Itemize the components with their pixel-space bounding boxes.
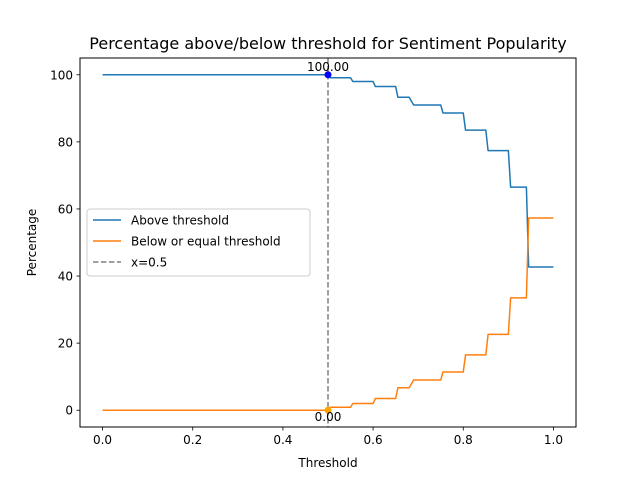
legend-label-below: Below or equal threshold <box>131 235 281 249</box>
chart-title: Percentage above/below threshold for Sen… <box>89 34 566 53</box>
plot-area: 100.00 0.00 <box>102 58 554 427</box>
y-tick-label: 100 <box>50 68 73 82</box>
annotation-label-1: 0.00 <box>315 410 342 424</box>
x-tick-label: 0.0 <box>93 433 112 447</box>
axes: 0.0 0.2 0.4 0.6 0.8 1.0 0 20 40 60 80 100 <box>50 68 563 447</box>
annotation-marker-0 <box>324 71 332 79</box>
series-line-below <box>102 217 554 411</box>
plot-frame <box>79 57 577 428</box>
legend-label-vline: x=0.5 <box>131 256 167 270</box>
y-tick-label: 0 <box>65 404 73 418</box>
x-tick-label: 1.0 <box>544 433 563 447</box>
x-axis-label: Threshold <box>297 456 357 470</box>
x-tick-label: 0.2 <box>183 433 202 447</box>
legend: Above threshold Below or equal threshold… <box>86 208 311 277</box>
annotation-marker-1 <box>324 406 332 414</box>
annotation-label-0: 100.00 <box>307 60 349 74</box>
legend-label-above: Above threshold <box>131 214 229 228</box>
y-tick-label: 60 <box>58 202 73 216</box>
x-tick-label: 0.8 <box>454 433 473 447</box>
y-tick-label: 20 <box>58 337 73 351</box>
y-tick-label: 40 <box>58 270 73 284</box>
legend-box <box>86 208 311 277</box>
series-line-above <box>102 74 554 268</box>
x-tick-label: 0.6 <box>364 433 383 447</box>
x-tick-label: 0.4 <box>273 433 292 447</box>
y-tick-label: 80 <box>58 135 73 149</box>
y-axis-label: Percentage <box>25 209 39 277</box>
